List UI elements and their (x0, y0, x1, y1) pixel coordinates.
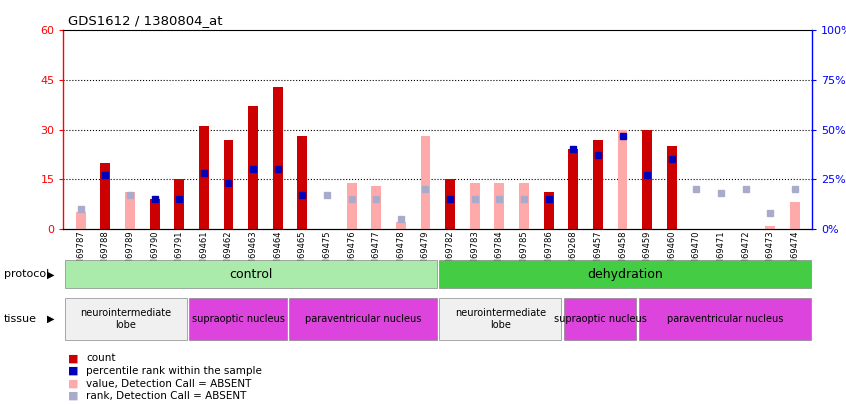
Text: value, Detection Call = ABSENT: value, Detection Call = ABSENT (86, 379, 251, 388)
Text: supraoptic nucleus: supraoptic nucleus (192, 314, 284, 324)
Bar (569, 149, 578, 229)
Text: rank, Detection Call = ABSENT: rank, Detection Call = ABSENT (86, 391, 247, 401)
Bar (223, 139, 233, 229)
Text: ■: ■ (68, 391, 78, 401)
Bar (470, 183, 480, 229)
Bar (125, 192, 135, 229)
Bar (190, 298, 287, 340)
Text: ■: ■ (68, 366, 78, 376)
Bar (519, 183, 529, 229)
Bar (642, 130, 652, 229)
Bar (396, 222, 406, 229)
Bar (101, 163, 110, 229)
Bar (248, 107, 258, 229)
Text: percentile rank within the sample: percentile rank within the sample (86, 366, 262, 376)
Text: paraventricular nucleus: paraventricular nucleus (667, 314, 783, 324)
Text: ■: ■ (68, 354, 78, 363)
Text: paraventricular nucleus: paraventricular nucleus (305, 314, 421, 324)
Bar (298, 136, 307, 229)
Bar (494, 183, 504, 229)
Bar (150, 199, 160, 229)
Text: ▶: ▶ (47, 314, 54, 324)
Bar (272, 87, 283, 229)
Text: protocol: protocol (4, 269, 49, 279)
Text: neurointermediate
lobe: neurointermediate lobe (454, 308, 546, 330)
Text: dehydration: dehydration (587, 268, 663, 281)
Text: supraoptic nucleus: supraoptic nucleus (553, 314, 646, 324)
Bar (618, 130, 628, 229)
Text: count: count (86, 354, 116, 363)
Bar (439, 260, 811, 288)
Text: tissue: tissue (4, 314, 37, 324)
Bar (593, 139, 603, 229)
Bar (174, 179, 184, 229)
Bar (563, 298, 636, 340)
Bar (420, 136, 431, 229)
Text: ■: ■ (68, 379, 78, 388)
Text: control: control (229, 268, 272, 281)
Text: ▶: ▶ (47, 269, 54, 279)
Bar (439, 298, 562, 340)
Bar (289, 298, 437, 340)
Bar (766, 226, 775, 229)
Bar (544, 192, 553, 229)
Bar (445, 179, 455, 229)
Bar (64, 260, 437, 288)
Bar (76, 212, 85, 229)
Bar (347, 183, 356, 229)
Text: neurointermediate
lobe: neurointermediate lobe (80, 308, 172, 330)
Bar (199, 126, 209, 229)
Bar (790, 202, 799, 229)
Bar (371, 186, 382, 229)
Bar (667, 146, 677, 229)
Bar (639, 298, 811, 340)
Text: GDS1612 / 1380804_at: GDS1612 / 1380804_at (68, 14, 222, 27)
Bar (64, 298, 187, 340)
